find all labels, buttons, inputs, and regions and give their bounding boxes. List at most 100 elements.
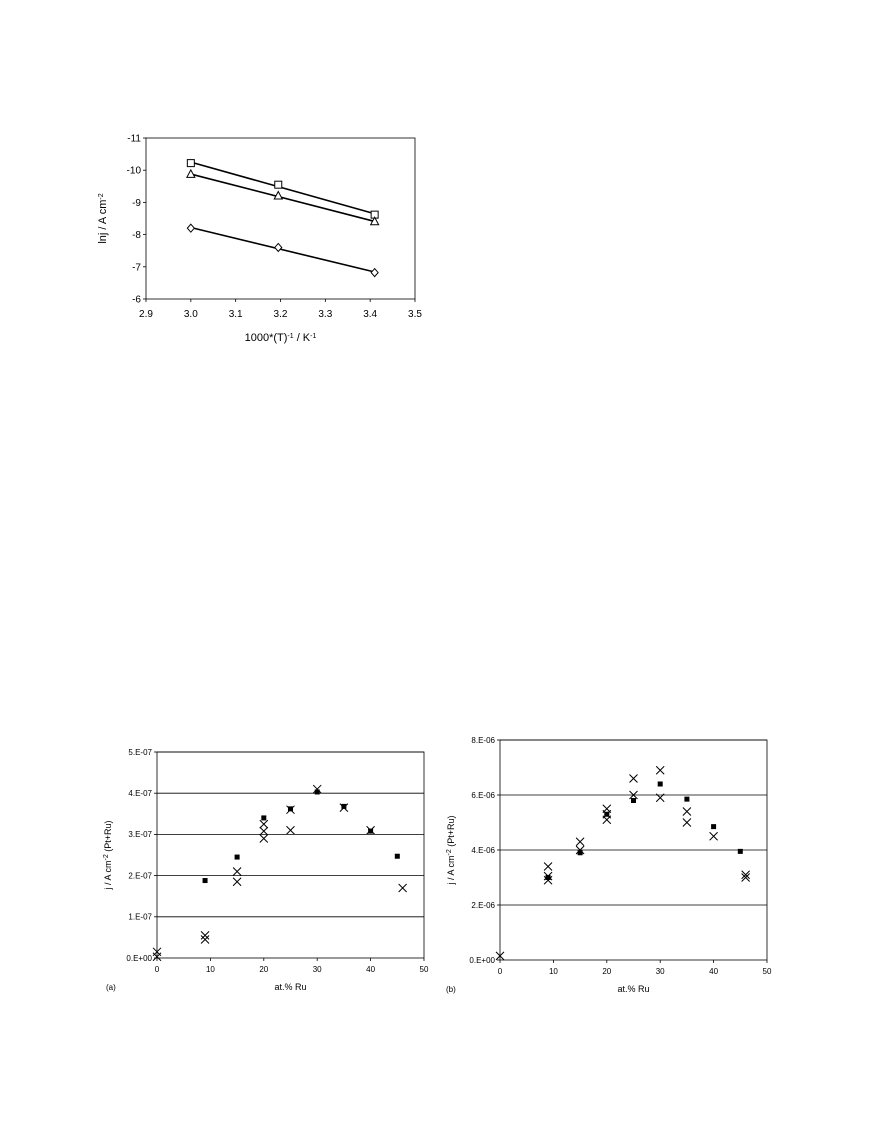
x-tick-label-0: 2.9	[139, 309, 153, 320]
data-point-triangle-1-2	[369, 216, 380, 226]
x-tick-label-6: 3.5	[408, 309, 422, 320]
data-point-square-0-6	[711, 824, 717, 830]
data-point-x-1-3	[543, 875, 553, 885]
data-point-x-1-12	[339, 803, 349, 812]
data-point-square-0-2	[261, 815, 267, 821]
y-tick-label-1: 2.E-06	[471, 901, 495, 910]
series-0	[186, 159, 379, 219]
x-tick-label-4: 40	[709, 967, 718, 976]
x-tick-label-4: 40	[366, 965, 375, 974]
panel-label: (a)	[106, 983, 116, 992]
data-point-square-0-6	[368, 828, 374, 834]
y-tick-label-0: -6	[132, 295, 141, 306]
data-point-square-0-0	[186, 159, 195, 168]
y-tick-label-0: 0.E+00	[126, 954, 152, 963]
data-point-square-0-1	[577, 850, 583, 856]
y-tick-label-4: 4.E-07	[128, 789, 152, 798]
y-tick-label-3: 6.E-06	[471, 791, 495, 800]
y-tick-label-4: -10	[127, 166, 142, 177]
data-point-x-1-15	[709, 831, 718, 841]
data-point-x-1-3	[200, 935, 210, 944]
y-tick-label-2: -8	[132, 230, 141, 241]
data-point-x-1-5	[575, 845, 585, 855]
x-axis-label: at.% Ru	[274, 982, 306, 992]
data-point-x-1-16	[741, 870, 750, 880]
data-point-square-0-7	[737, 848, 743, 854]
data-point-x-1-13	[366, 825, 375, 835]
y-tick-label-1: -7	[132, 262, 141, 273]
x-tick-label-5: 3.4	[363, 309, 377, 320]
data-point-x-1-9	[629, 774, 638, 783]
x-axis-label: 1000*(T)-1 / K-1	[245, 332, 317, 344]
data-point-square-0-5	[341, 803, 347, 809]
data-point-x-1-8	[602, 815, 612, 825]
x-tick-label-0: 0	[155, 965, 160, 974]
data-point-diamond-2-2	[370, 267, 379, 278]
series-0	[202, 789, 400, 884]
fit-line-1	[190, 173, 375, 223]
data-point-square-0-1	[274, 180, 283, 189]
data-point-x-1-4	[575, 837, 585, 847]
data-point-square-0-0	[202, 878, 208, 884]
chart-2: 0 10 20 30 40 50 0.E+00 2.E-06 4.E-06 6.E-06 8.E-0…	[446, 736, 772, 994]
x-tick-label-5: 50	[763, 967, 772, 976]
y-tick-label-1: 1.E-07	[128, 913, 152, 922]
data-point-square-0-0	[545, 875, 551, 880]
plot-frame	[156, 751, 425, 959]
data-point-x-1-0	[495, 951, 505, 961]
series-1	[152, 784, 407, 962]
data-point-x-1-4	[232, 867, 242, 876]
x-tick-label-1: 3.0	[184, 309, 198, 320]
y-tick-label-3: 3.E-07	[128, 830, 152, 839]
series-1	[185, 168, 380, 226]
data-point-square-0-4	[314, 789, 320, 795]
panel-label: (b)	[446, 985, 456, 994]
x-tick-label-4: 3.3	[318, 309, 332, 320]
x-axis-label: at.% Ru	[617, 984, 649, 994]
series-1	[495, 765, 750, 961]
data-point-x-1-5	[232, 877, 242, 887]
x-tick-label-1: 10	[549, 967, 558, 976]
data-point-diamond-2-1	[274, 242, 283, 253]
y-axis-label: lnj / A cm-2	[97, 193, 109, 243]
x-tick-label-2: 20	[602, 967, 611, 976]
data-point-square-0-3	[288, 806, 293, 812]
data-point-x-1-2	[543, 871, 553, 881]
data-point-diamond-2-0	[186, 223, 195, 233]
data-point-x-1-8	[259, 826, 269, 836]
data-point-square-0-4	[657, 781, 663, 787]
data-point-triangle-1-0	[185, 168, 196, 178]
data-point-x-1-10	[629, 790, 638, 800]
y-axis-label: j / A cm-2 (Pt+Ru)	[103, 820, 114, 890]
data-point-x-1-11	[655, 765, 665, 775]
data-point-square-0-7	[394, 853, 400, 859]
x-tick-label-3: 30	[656, 967, 665, 976]
x-tick-label-5: 50	[420, 965, 429, 974]
data-point-x-1-10	[286, 825, 295, 835]
x-tick-label-3: 3.2	[274, 309, 288, 320]
data-point-x-1-14	[682, 818, 692, 827]
series-0	[545, 781, 743, 880]
x-tick-label-0: 0	[498, 967, 503, 976]
y-tick-label-2: 2.E-07	[128, 871, 152, 880]
data-point-x-1-1	[543, 862, 553, 871]
y-axis-label: j / A cm-2 (Pt+Ru)	[446, 815, 457, 885]
chart-0: 2.9 3.0 3.1 3.2 3.3 3.4 3.5 -6 -7 -8 -9 -10 -11 1000*…	[97, 134, 422, 345]
data-point-x-1-6	[259, 819, 269, 829]
data-point-x-1-1	[152, 952, 162, 962]
x-tick-label-3: 30	[313, 965, 322, 974]
data-point-x-1-2	[200, 930, 210, 940]
chart-1: 0 10 20 30 40 50 0.E+00 1.E-07 2.E-07 3.E-07 4.E-0…	[103, 748, 429, 992]
x-tick-label-1: 10	[206, 965, 215, 974]
data-point-square-0-1	[234, 854, 240, 860]
fit-line-0	[190, 161, 375, 215]
data-point-x-1-12	[655, 793, 665, 803]
data-point-x-1-17	[741, 873, 750, 882]
y-tick-label-5: -11	[127, 134, 141, 145]
x-tick-label-2: 20	[259, 965, 268, 974]
y-tick-label-4: 8.E-06	[471, 736, 495, 745]
data-point-x-1-11	[312, 784, 322, 794]
data-point-x-1-7	[259, 834, 269, 843]
y-tick-label-5: 5.E-07	[128, 748, 152, 757]
